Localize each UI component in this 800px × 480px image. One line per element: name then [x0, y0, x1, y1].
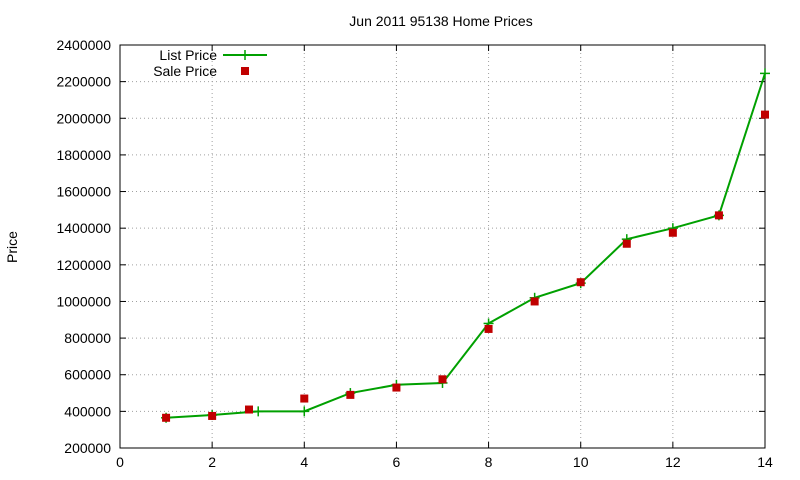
sale-price-point: [530, 297, 539, 306]
sale-price-point: [162, 413, 171, 422]
list-price-point: [253, 406, 264, 417]
legend-plus-marker: [240, 50, 250, 60]
y-tick-label: 1600000: [56, 184, 111, 200]
y-axis-label: Price: [4, 231, 20, 263]
list-price-point: [760, 68, 770, 79]
list-price-point: [299, 406, 310, 417]
legend-label: List Price: [159, 47, 217, 63]
y-tick-label: 200000: [64, 440, 111, 456]
list-price-line: [166, 73, 766, 419]
plot-frame: [119, 44, 766, 449]
x-tick-label: 14: [757, 454, 773, 470]
series: [161, 68, 770, 423]
y-tick-label: 2200000: [56, 74, 111, 90]
sale-price-point: [245, 405, 253, 414]
sale-price-point: [622, 239, 631, 248]
y-tick-label: 1400000: [56, 220, 111, 236]
sale-price-point: [392, 383, 401, 392]
y-tick-label: 2000000: [56, 110, 111, 126]
x-tick-label: 2: [208, 454, 216, 470]
axes: 0 2 4 6 8 10 12 14 200000 400000 600000 800000 10000…: [56, 37, 773, 470]
x-tick-label: 8: [485, 454, 493, 470]
y-tick-label: 2400000: [56, 37, 111, 53]
y-tick-label: 600000: [64, 367, 111, 383]
y-tick-label: 800000: [64, 330, 111, 346]
sale-price-point: [484, 324, 493, 333]
sale-price-point: [714, 211, 723, 220]
x-tick-label: 12: [665, 454, 681, 470]
sale-price-point: [438, 375, 447, 384]
x-tick-label: 0: [116, 454, 124, 470]
legend-label: Sale Price: [153, 63, 217, 79]
sale-price-point: [300, 394, 309, 403]
y-tick-label: 1800000: [56, 147, 111, 163]
x-tick-label: 6: [393, 454, 401, 470]
sale-price-point: [346, 390, 355, 399]
y-tick-label: 1200000: [56, 257, 111, 273]
legend-square-marker: [241, 67, 249, 75]
sale-price-point: [761, 110, 769, 119]
x-tick-label: 4: [300, 454, 308, 470]
sale-price-point: [208, 411, 217, 420]
x-tick-label: 10: [573, 454, 589, 470]
sale-price-point: [668, 228, 677, 237]
sale-price-point: [576, 278, 585, 287]
chart-title: Jun 2011 95138 Home Prices: [349, 13, 532, 29]
y-tick-label: 1000000: [56, 293, 111, 309]
y-tick-label: 400000: [64, 403, 111, 419]
